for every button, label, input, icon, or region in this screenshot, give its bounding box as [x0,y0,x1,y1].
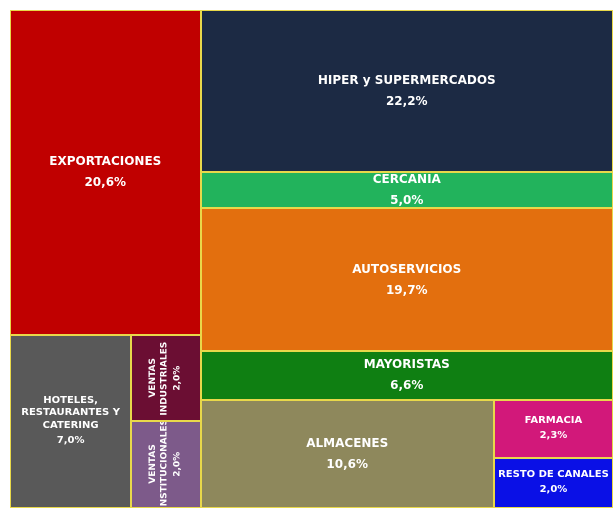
treemap-cell: FARMACIA 2,3% [493,399,613,458]
value-label: 7,0% [56,435,85,447]
value-label: 10,6% [326,456,369,471]
category-label: RESTO DE CANALES [498,468,609,480]
value-label: 22,2% [385,93,428,108]
treemap: EXPORTACIONES 20,6% HOTELES, RESTAURANTES … [10,10,613,508]
cell-label: RESTO DE CANALES 2,0% [498,469,609,497]
cell-label: ALMACENES 10,6% [306,436,388,472]
cell-label: MAYORISTAS 6,6% [364,357,450,393]
category-label: HOTELES, RESTAURANTES Y CATERING [21,394,120,431]
category-label: VENTAS INSTITUCIONALES [148,421,170,508]
cell-label: CERCANIA 5,0% [372,171,441,207]
treemap-cell: ALMACENES 10,6% [200,399,494,508]
category-label: HIPER y SUPERMERCADOS [317,72,496,87]
cell-label: FARMACIA 2,3% [525,415,583,443]
treemap-cell: MAYORISTAS 6,6% [200,351,613,400]
cell-label: AUTOSERVICIOS 19,7% [352,262,461,298]
category-label: VENTAS INDUSTRIALES [148,341,170,415]
value-label: 19,7% [385,282,428,297]
value-label: 2,0% [172,365,183,391]
treemap-cell: AUTOSERVICIOS 19,7% [200,208,613,352]
treemap-cell: VENTAS INSTITUCIONALES 2,0% [131,421,201,508]
treemap-cell: HIPER y SUPERMERCADOS 22,2% [200,10,613,172]
category-label: AUTOSERVICIOS [352,261,462,276]
treemap-cell: VENTAS INDUSTRIALES 2,0% [131,334,201,422]
treemap-cell: HOTELES, RESTAURANTES Y CATERING 7,0% [10,334,132,508]
value-label: 2,3% [539,430,568,442]
cell-label: HOTELES, RESTAURANTES Y CATERING 7,0% [11,395,130,448]
cell-label: VENTAS INSTITUCIONALES 2,0% [148,421,184,508]
value-label: 5,0% [390,192,424,207]
category-label: CERCANIA [372,171,441,186]
cell-label: HIPER y SUPERMERCADOS 22,2% [318,73,496,109]
value-label: 6,6% [390,378,424,393]
cell-label: VENTAS INDUSTRIALES 2,0% [148,336,184,421]
category-label: EXPORTACIONES [49,154,162,169]
category-label: MAYORISTAS [363,357,450,372]
treemap-cell: RESTO DE CANALES 2,0% [493,457,613,508]
value-label: 2,0% [539,484,568,496]
value-label: 2,0% [172,452,183,478]
category-label: FARMACIA [524,414,583,426]
cell-label: EXPORTACIONES 20,6% [49,154,161,190]
treemap-cell: CERCANIA 5,0% [200,171,613,209]
category-label: ALMACENES [306,435,389,450]
value-label: 20,6% [84,175,127,190]
treemap-cell: EXPORTACIONES 20,6% [10,10,201,335]
